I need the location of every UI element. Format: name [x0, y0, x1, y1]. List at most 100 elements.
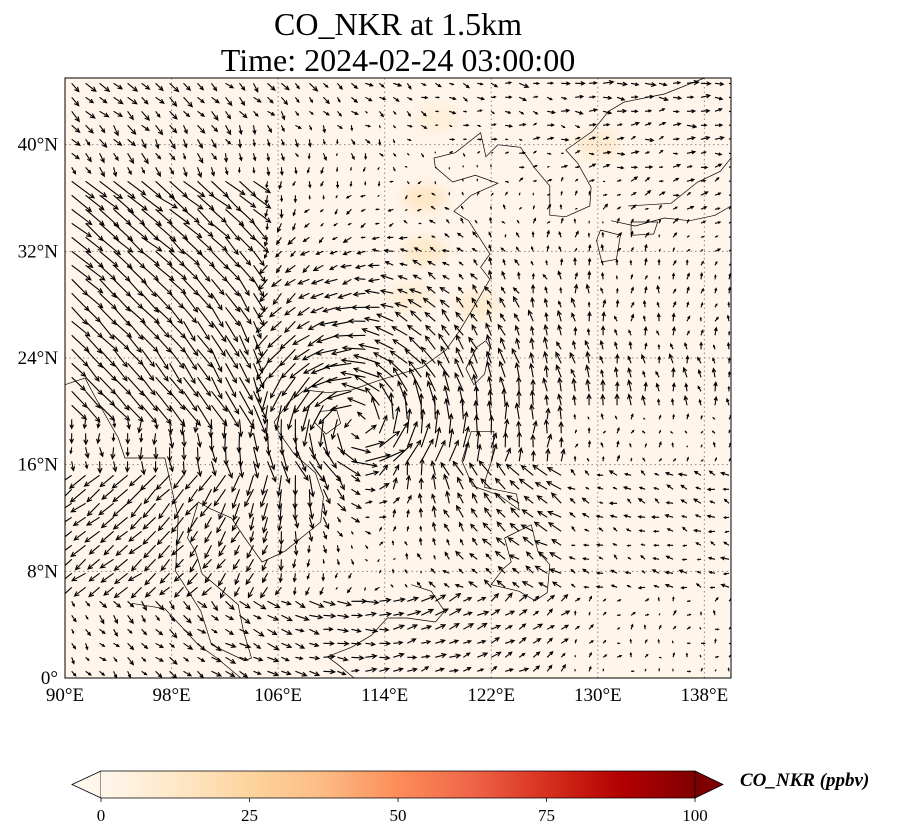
wind-arrow — [308, 139, 312, 148]
wind-arrow — [408, 336, 422, 350]
map-area[interactable] — [57, 78, 739, 678]
wind-arrow — [350, 153, 355, 161]
wind-arrow — [558, 300, 562, 308]
wind-arrow — [389, 350, 408, 364]
x-tick-label: 90°E — [46, 685, 84, 706]
wind-arrow — [516, 271, 521, 280]
wind-arrow — [169, 167, 175, 175]
wind-arrow — [588, 163, 597, 168]
wind-arrow — [337, 530, 344, 537]
wind-arrow — [455, 311, 464, 322]
wind-arrow — [547, 521, 562, 532]
wind-arrow — [600, 287, 604, 294]
wind-arrow — [617, 108, 628, 114]
wind-arrow — [542, 350, 549, 364]
wind-arrow — [378, 526, 382, 532]
wind-arrow — [645, 81, 657, 88]
wind-arrow — [267, 670, 280, 677]
wind-arrow — [435, 166, 438, 169]
wind-arrow — [589, 122, 597, 127]
wind-arrow — [281, 628, 293, 635]
wind-arrow — [463, 611, 473, 616]
wind-arrow — [599, 355, 604, 364]
wind-arrow — [322, 545, 327, 554]
wind-arrow — [335, 167, 339, 173]
wind-arrow — [700, 123, 708, 127]
wind-arrow — [236, 433, 242, 454]
wind-arrow — [569, 511, 576, 518]
wind-arrow — [534, 565, 548, 574]
wind-arrow — [234, 573, 241, 586]
wind-arrow — [278, 531, 284, 546]
wind-arrow — [518, 110, 525, 115]
wind-arrow — [457, 476, 464, 490]
wind-arrow — [99, 348, 116, 367]
wind-arrow — [588, 243, 592, 252]
wind-arrow — [351, 82, 359, 90]
wind-arrow — [616, 654, 623, 658]
wind-arrow — [85, 110, 96, 119]
wind-arrow — [328, 264, 338, 271]
wind-arrow — [85, 362, 100, 383]
wind-arrow — [600, 441, 604, 448]
wind-arrow — [392, 525, 397, 532]
wind-arrow — [556, 341, 562, 350]
wind-arrow — [686, 642, 692, 645]
wind-arrow — [265, 223, 269, 231]
wind-arrow — [99, 110, 110, 118]
wind-arrow — [71, 614, 77, 623]
wind-arrow — [623, 514, 632, 518]
wind-arrow — [253, 614, 262, 620]
wind-arrow — [574, 597, 581, 602]
wind-arrow — [390, 584, 394, 588]
wind-arrow — [239, 279, 250, 297]
wind-arrow — [379, 382, 394, 406]
wind-arrow — [546, 637, 553, 644]
wind-arrow — [319, 587, 324, 596]
wind-arrow — [225, 349, 239, 370]
wind-arrow — [103, 544, 114, 556]
wind-arrow — [392, 464, 400, 476]
wind-arrow — [365, 530, 372, 535]
wind-arrow — [406, 180, 410, 185]
wind-arrow — [287, 405, 296, 431]
wind-arrow — [456, 334, 464, 350]
wind-arrow — [392, 152, 397, 157]
wind-arrow — [305, 587, 310, 596]
wind-arrow — [365, 667, 378, 673]
wind-arrow — [231, 475, 241, 493]
wind-arrow — [266, 348, 282, 364]
wind-arrow — [85, 615, 89, 620]
wind-arrow — [462, 425, 470, 448]
wind-arrow — [404, 569, 408, 574]
wind-arrow — [658, 135, 665, 140]
wind-arrow — [253, 180, 272, 194]
wind-arrow — [544, 311, 549, 322]
wind-arrow — [225, 391, 240, 415]
wind-arrow — [144, 586, 156, 598]
wind-arrow — [588, 136, 597, 140]
wind-arrow — [239, 82, 246, 92]
wind-arrow — [351, 460, 379, 468]
wind-arrow — [672, 609, 677, 616]
wind-arrow — [533, 95, 539, 99]
wind-arrow — [103, 586, 114, 596]
wind-arrow — [615, 353, 620, 364]
wind-arrow — [211, 194, 233, 210]
wind-arrow — [699, 341, 703, 350]
wind-arrow — [99, 628, 106, 635]
wind-arrow — [501, 270, 506, 280]
wind-arrow — [530, 450, 536, 462]
wind-arrow — [595, 571, 604, 575]
wind-arrow — [518, 192, 521, 196]
wind-arrow — [302, 419, 310, 448]
wind-arrow — [616, 136, 625, 141]
wind-arrow — [469, 312, 478, 322]
wind-arrow — [574, 668, 576, 672]
wind-arrow — [422, 297, 436, 308]
wind-arrow — [653, 543, 660, 547]
wind-arrow — [532, 665, 541, 672]
wind-arrow — [253, 642, 262, 650]
wind-arrow — [365, 500, 373, 504]
wind-arrow — [531, 464, 548, 476]
